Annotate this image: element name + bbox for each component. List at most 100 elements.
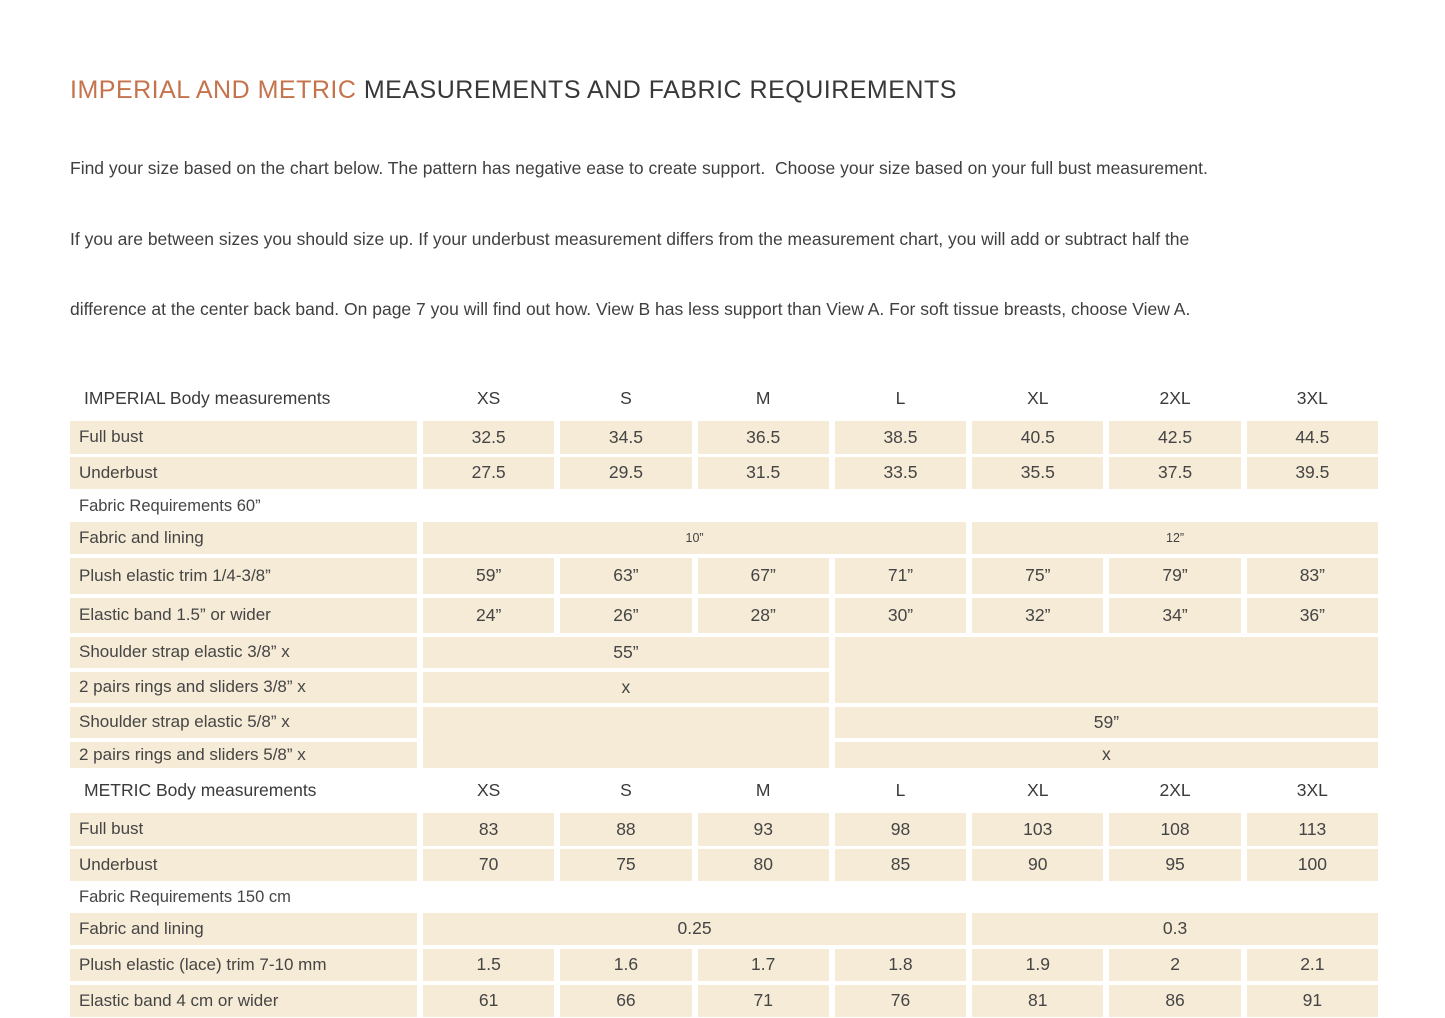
measurement-value: 1.9 bbox=[972, 948, 1104, 981]
merged-span-value: 10” bbox=[423, 521, 967, 554]
metric-table-title: METRIC Body measurements bbox=[84, 780, 317, 800]
measurement-value: 38.5 bbox=[834, 420, 967, 454]
measurement-value: 59” bbox=[423, 557, 555, 594]
size-header-xl: XL bbox=[1027, 780, 1049, 800]
merged-span-value: 59” bbox=[834, 706, 1378, 738]
measurement-value: 86 bbox=[1109, 984, 1241, 1017]
measurement-value: 108 bbox=[1109, 812, 1241, 846]
size-header-m: M bbox=[755, 780, 771, 800]
measurement-value: 1.6 bbox=[560, 948, 692, 981]
measurement-value: 34” bbox=[1109, 597, 1241, 633]
intro-line-1: Find your size based on the chart below.… bbox=[70, 158, 1208, 178]
title-highlight: IMPERIAL AND METRIC bbox=[70, 76, 357, 104]
row-label-elastic-band: Elastic band 4 cm or wider bbox=[70, 984, 417, 1017]
measurement-value: 33.5 bbox=[834, 456, 967, 489]
measurement-value: 75 bbox=[560, 848, 692, 881]
imperial-fabric-table: Fabric and lining 10” 12” Plush elastic … bbox=[70, 521, 1378, 768]
row-label-fabric-and-lining: Fabric and lining bbox=[70, 912, 417, 945]
measurement-value: 88 bbox=[560, 812, 692, 846]
measurement-value: 29.5 bbox=[560, 456, 692, 489]
metric-fabric-section-label: Fabric Requirements 150 cm bbox=[79, 888, 291, 906]
measurement-value: 2 bbox=[1109, 948, 1241, 981]
measurement-value: 30” bbox=[834, 597, 967, 633]
measurement-value: 91 bbox=[1246, 984, 1378, 1017]
measurement-value: 79” bbox=[1109, 557, 1241, 594]
measurement-value: 44.5 bbox=[1246, 420, 1378, 454]
row-label-plush-elastic-trim: Plush elastic trim 1/4-3/8” bbox=[70, 557, 417, 594]
imperial-header-row: IMPERIAL Body measurements XS S M L XL 2… bbox=[70, 384, 1378, 414]
measurement-value: 90 bbox=[972, 848, 1104, 881]
measurement-value: 36” bbox=[1246, 597, 1378, 633]
measurement-value: 93 bbox=[697, 812, 829, 846]
measurement-value: 26” bbox=[560, 597, 692, 633]
measurement-value: 70 bbox=[423, 848, 555, 881]
measurement-value: 98 bbox=[834, 812, 967, 846]
merged-span-value: 0.25 bbox=[423, 912, 967, 945]
merged-span-value: x bbox=[834, 741, 1378, 768]
merged-span-value: 0.3 bbox=[972, 912, 1378, 945]
row-label-underbust: Underbust bbox=[70, 456, 417, 489]
size-header-2xl: 2XL bbox=[1159, 388, 1191, 408]
measurement-value: 75” bbox=[972, 557, 1104, 594]
measurement-value: 63” bbox=[560, 557, 692, 594]
measurement-value: 100 bbox=[1246, 848, 1378, 881]
measurement-value: 32” bbox=[972, 597, 1104, 633]
size-header-3xl: 3XL bbox=[1296, 388, 1328, 408]
measurement-value: 34.5 bbox=[560, 420, 692, 454]
measurement-value: 40.5 bbox=[972, 420, 1104, 454]
measurement-value: 2.1 bbox=[1246, 948, 1378, 981]
measurement-value: 39.5 bbox=[1246, 456, 1378, 489]
row-label-full-bust: Full bust bbox=[70, 420, 417, 454]
row-label-rings-sliders-large: 2 pairs rings and sliders 5/8” x bbox=[70, 741, 417, 768]
measurement-value: 95 bbox=[1109, 848, 1241, 881]
page-title: IMPERIAL AND METRIC MEASUREMENTS AND FAB… bbox=[70, 77, 1378, 103]
size-header-xs: XS bbox=[476, 388, 501, 408]
imperial-body-table: Full bust 32.5 34.5 36.5 38.5 40.5 42.5 … bbox=[70, 420, 1378, 489]
size-header-2xl: 2XL bbox=[1159, 780, 1191, 800]
size-header-m: M bbox=[755, 388, 771, 408]
row-label-fabric-and-lining: Fabric and lining bbox=[70, 521, 417, 554]
measurement-value: 1.5 bbox=[423, 948, 555, 981]
measurement-value: 32.5 bbox=[423, 420, 555, 454]
measurement-value: 42.5 bbox=[1109, 420, 1241, 454]
measurement-value: 36.5 bbox=[697, 420, 829, 454]
measurement-value: 61 bbox=[423, 984, 555, 1017]
measurement-value: 27.5 bbox=[423, 456, 555, 489]
measurement-value: 66 bbox=[560, 984, 692, 1017]
measurement-value: 24” bbox=[423, 597, 555, 633]
measurement-value: 71” bbox=[834, 557, 967, 594]
measurement-value: 81 bbox=[972, 984, 1104, 1017]
imperial-fabric-section-label: Fabric Requirements 60” bbox=[79, 497, 261, 515]
blank-merged-cell bbox=[423, 706, 829, 768]
measurement-value: 1.7 bbox=[697, 948, 829, 981]
measurement-value: 76 bbox=[834, 984, 967, 1017]
measurement-value: 113 bbox=[1246, 812, 1378, 846]
row-label-plush-elastic-trim: Plush elastic (lace) trim 7-10 mm bbox=[70, 948, 417, 981]
size-header-xl: XL bbox=[1027, 388, 1049, 408]
size-header-l: L bbox=[895, 388, 906, 408]
blank-merged-cell bbox=[834, 636, 1378, 703]
row-label-full-bust: Full bust bbox=[70, 812, 417, 846]
imperial-table-title: IMPERIAL Body measurements bbox=[84, 388, 331, 408]
metric-body-table: Full bust 83 88 93 98 103 108 113 Underb… bbox=[70, 812, 1378, 881]
intro-paragraph: Find your size based on the chart below.… bbox=[70, 110, 1378, 369]
merged-span-value: 12” bbox=[972, 521, 1378, 554]
measurement-value: 80 bbox=[697, 848, 829, 881]
row-label-elastic-band: Elastic band 1.5” or wider bbox=[70, 597, 417, 633]
size-header-l: L bbox=[895, 780, 906, 800]
row-label-shoulder-strap-large: Shoulder strap elastic 5/8” x bbox=[70, 706, 417, 738]
measurement-value: 1.8 bbox=[834, 948, 967, 981]
size-header-3xl: 3XL bbox=[1296, 780, 1328, 800]
row-label-rings-sliders-small: 2 pairs rings and sliders 3/8” x bbox=[70, 671, 417, 703]
measurement-value: 83 bbox=[423, 812, 555, 846]
measurement-value: 28” bbox=[697, 597, 829, 633]
intro-line-3: difference at the center back band. On p… bbox=[70, 299, 1191, 319]
metric-fabric-table: Fabric and lining 0.25 0.3 Plush elastic… bbox=[70, 912, 1378, 1018]
measurement-value: 67” bbox=[697, 557, 829, 594]
measurement-value: 31.5 bbox=[697, 456, 829, 489]
size-header-xs: XS bbox=[476, 780, 501, 800]
row-label-shoulder-strap-small: Shoulder strap elastic 3/8” x bbox=[70, 636, 417, 668]
row-label-underbust: Underbust bbox=[70, 848, 417, 881]
measurement-value: 83” bbox=[1246, 557, 1378, 594]
